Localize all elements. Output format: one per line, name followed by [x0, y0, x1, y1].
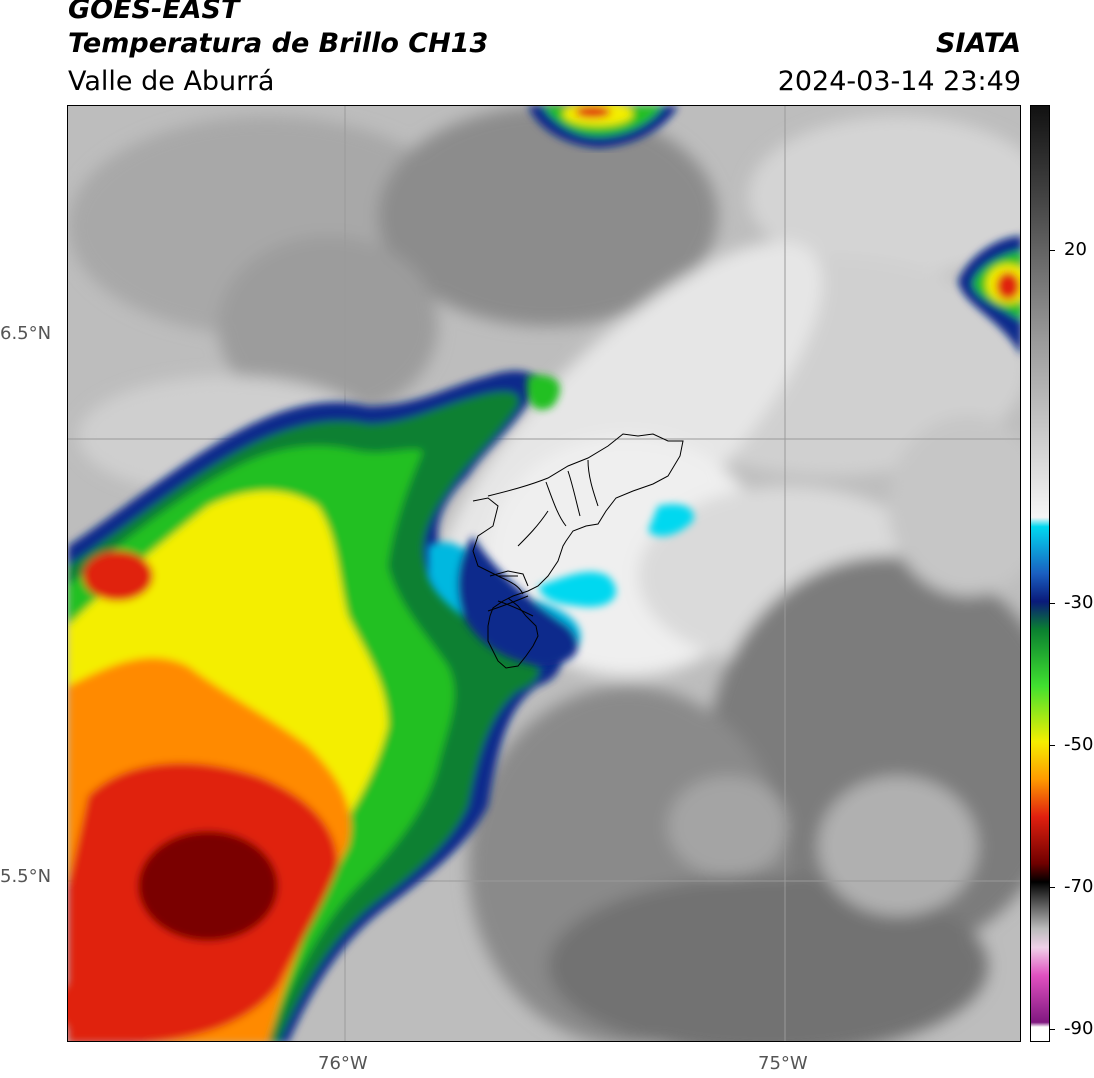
colorbar-tick [1050, 250, 1055, 251]
colorbar-label-minus90: -90 [1064, 1018, 1094, 1039]
convective-cell-north [528, 106, 678, 148]
colorbar-tick [1050, 745, 1055, 746]
title-region: Valle de Aburrá [68, 66, 275, 97]
map-canvas [68, 106, 1020, 1041]
colorbar-tick [1050, 887, 1055, 888]
lon-label-75w: 75°W [758, 1053, 808, 1074]
colorbar [1030, 105, 1050, 1042]
colorbar-label-minus30: -30 [1064, 592, 1094, 613]
colorbar-label-minus50: -50 [1064, 734, 1094, 755]
colorbar-label-minus70: -70 [1064, 876, 1094, 897]
convective-cell-east [958, 236, 1020, 353]
title-organization: SIATA [935, 28, 1021, 59]
valle-outline [487, 433, 684, 669]
satellite-map[interactable] [67, 105, 1021, 1042]
municipal-boundaries [472, 433, 684, 669]
title-datetime: 2024-03-14 23:49 [777, 66, 1021, 97]
colorbar-gradient [1031, 106, 1049, 1041]
lat-label-5-5n: 5.5°N [0, 866, 52, 887]
colorbar-label-20: 20 [1064, 239, 1087, 260]
lon-label-76w: 76°W [318, 1053, 368, 1074]
lat-label-6-5n: 6.5°N [0, 323, 52, 344]
convective-system-southwest [68, 370, 561, 1041]
title-product: Temperatura de Brillo CH13 [68, 28, 489, 59]
colorbar-tick [1050, 1029, 1055, 1030]
colorbar-tick [1050, 603, 1055, 604]
title-satellite: GOES-EAST [68, 0, 240, 25]
